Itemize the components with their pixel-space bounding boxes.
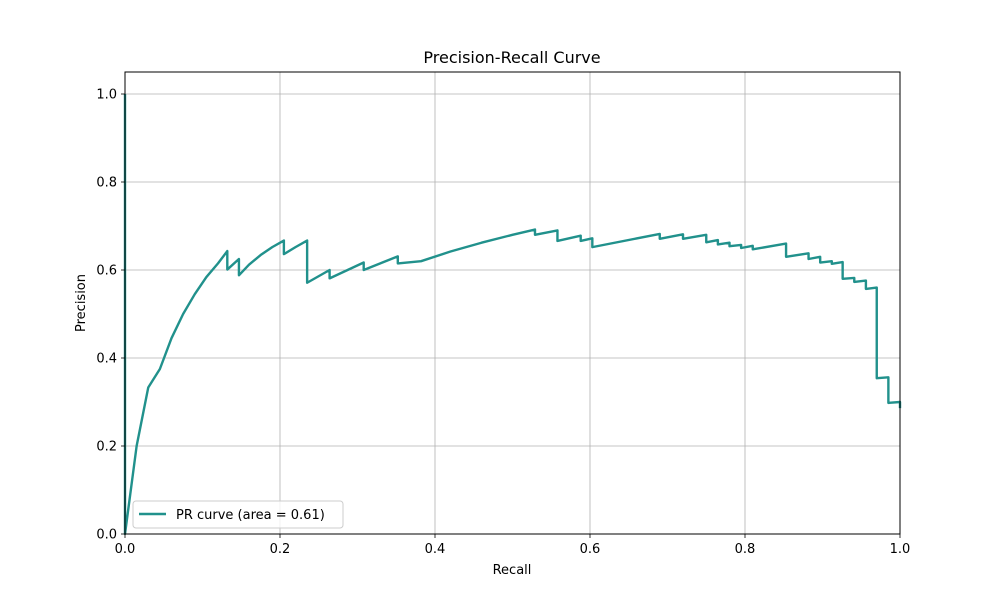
- curve-layer: [123, 94, 902, 536]
- y-tick-label: 0.4: [96, 352, 117, 367]
- y-axis-label: Precision: [74, 274, 89, 332]
- chart-title: Precision-Recall Curve: [423, 48, 600, 67]
- x-tick-label: 0.8: [735, 542, 756, 557]
- x-tick-label: 0.6: [580, 542, 601, 557]
- y-tick-label: 1.0: [96, 88, 117, 103]
- plot-area-frame: [124, 71, 901, 535]
- y-tick-label: 0.0: [96, 528, 117, 543]
- x-axis-ticks: 0.0 0.2 0.4 0.6 0.8 1.0: [115, 534, 911, 557]
- y-axis-ticks: 0.0 0.2 0.4 0.6 0.8 1.0: [96, 88, 125, 543]
- x-tick-label: 1.0: [890, 542, 911, 557]
- legend-box: [132, 500, 344, 529]
- x-tick-label: 0.2: [270, 542, 291, 557]
- legend: PR curve (area = 0.61): [132, 500, 344, 529]
- y-tick-label: 0.2: [96, 440, 117, 455]
- y-tick-label: 0.6: [96, 264, 117, 279]
- x-tick-label: 0.0: [115, 542, 136, 557]
- legend-entry-label: PR curve (area = 0.61): [176, 508, 325, 523]
- y-tick-label: 0.8: [96, 176, 117, 191]
- x-axis-label: Recall: [493, 563, 532, 578]
- pr-curve-line: [123, 94, 902, 536]
- x-tick-label: 0.4: [425, 542, 446, 557]
